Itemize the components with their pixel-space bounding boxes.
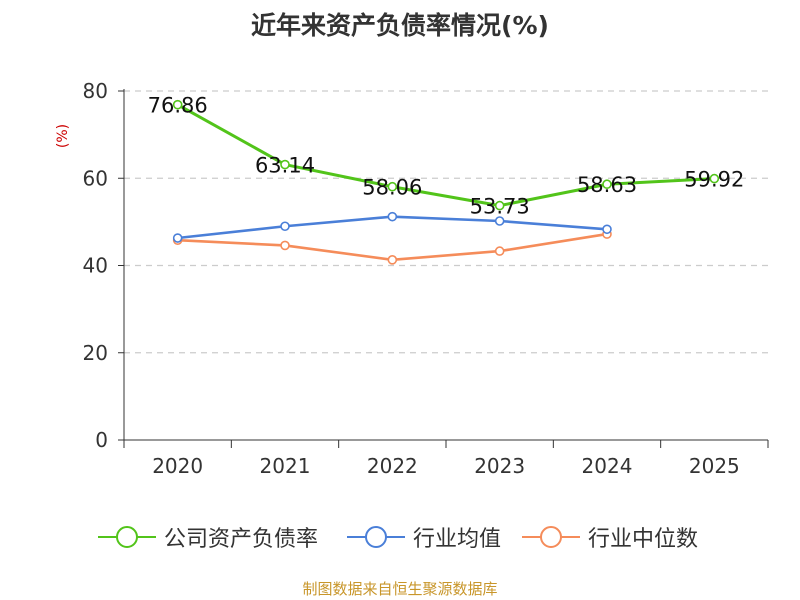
legend-label-median: 行业中位数 [588, 527, 699, 552]
data-source-footer: 制图数据来自恒生聚源数据库 [302, 580, 498, 598]
data-label: 63.14 [255, 154, 315, 178]
x-tick-label: 2025 [689, 454, 740, 478]
data-point [494, 216, 505, 226]
data-label: 53.73 [470, 195, 530, 219]
data-point [494, 200, 505, 211]
data-point [280, 240, 290, 251]
data-point [172, 99, 183, 110]
data-point [280, 159, 290, 170]
data-label: 76.86 [148, 94, 208, 118]
chart-title: 近年来资产负债率情况(%) [251, 11, 549, 40]
data-point [494, 246, 505, 256]
data-label: 58.06 [362, 176, 422, 200]
x-tick-label: 2021 [260, 454, 311, 478]
line-chart: 0 20 40 60 80 2020 2021 2022 2023 2024 2025 76.86 63… [83, 79, 769, 478]
legend-item-industry-median[interactable]: 行业中位数 [522, 522, 698, 552]
data-point [172, 233, 183, 243]
legend-item-company-debt-ratio[interactable]: 公司资产负债率 [98, 522, 318, 552]
y-tick-label: 40 [83, 254, 108, 278]
series-line [176, 103, 715, 208]
legend-item-industry-average[interactable]: 行业均值 [347, 522, 501, 552]
legend-marker-average-icon [347, 526, 405, 548]
y-tick-label: 0 [95, 428, 108, 452]
data-point [709, 173, 720, 184]
data-point [387, 255, 398, 265]
data-label: 59.92 [684, 168, 744, 192]
data-point [602, 224, 612, 235]
x-tick-label: 2022 [367, 454, 418, 478]
x-tick-label: 2023 [474, 454, 525, 478]
data-label: 58.63 [577, 173, 637, 197]
data-point [387, 211, 398, 222]
x-tick-label: 2020 [152, 454, 203, 478]
legend: 公司资产负债率 行业均值 行业中位数 [0, 522, 800, 552]
data-point [602, 179, 612, 190]
data-point [280, 221, 290, 232]
legend-label-average: 行业均值 [413, 527, 502, 552]
legend-label-company: 公司资产负债率 [164, 527, 319, 552]
x-tick-label: 2024 [582, 454, 633, 478]
y-tick-label: 20 [83, 341, 108, 365]
y-tick-label: 80 [83, 79, 108, 103]
legend-marker-company-icon [98, 526, 156, 548]
legend-marker-median-icon [522, 526, 580, 548]
data-point [387, 181, 398, 192]
y-tick-label: 60 [83, 166, 108, 190]
